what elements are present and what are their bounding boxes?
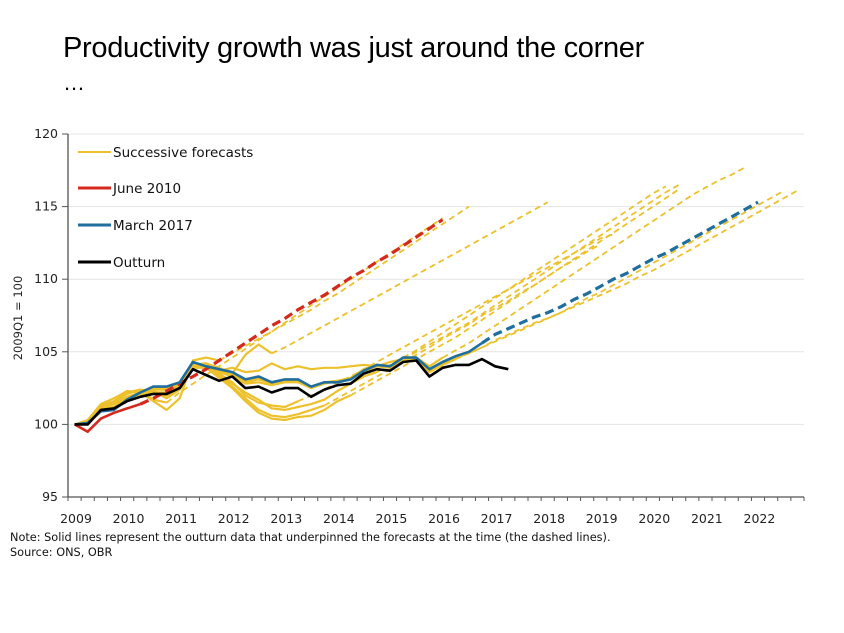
x-tick-label: 2013 (270, 511, 302, 526)
successive-forecast-dashed-line (455, 189, 785, 360)
y-tick-label: 120 (34, 126, 58, 141)
axes: 95 100 105 110 115 120 2009 2010 2011 2012 2013 201… (34, 126, 805, 526)
note-text: Note: Solid lines represent the outturn … (10, 531, 611, 544)
gridlines (68, 133, 804, 425)
y-tick-label: 115 (34, 199, 58, 214)
x-tick-label: 2022 (744, 511, 776, 526)
successive-forecast-dashed-line (442, 166, 746, 359)
source-text: Source: ONS, OBR (10, 546, 113, 559)
y-axis-label: 2009Q1 = 100 (11, 276, 25, 361)
x-tick-label: 2009 (60, 511, 92, 526)
x-tick-label: 2016 (428, 511, 460, 526)
page-title: Productivity growth was just around the … (63, 32, 644, 64)
successive-forecast-dashed-line (376, 185, 667, 373)
march2017-line (74, 342, 483, 426)
successive-forecast-dashed-line (468, 189, 798, 355)
june2010-forecast-line (139, 218, 444, 406)
successive-forecast-lines (74, 166, 798, 426)
y-tick-label: 105 (34, 344, 58, 359)
successive-forecast-dashed-line (271, 201, 549, 355)
x-tick-label: 2021 (691, 511, 723, 526)
successive-forecast-dashed-line (350, 188, 680, 397)
y-tick-label: 100 (34, 416, 58, 431)
legend-label-march2017: March 2017 (113, 218, 193, 234)
x-tick-label: 2019 (586, 511, 618, 526)
march2017-forecast-line (481, 200, 759, 345)
x-tick-label: 2017 (481, 511, 513, 526)
successive-forecast-outturn-line (74, 343, 273, 426)
successive-forecast-dashed-line (323, 243, 601, 407)
successive-forecast-dashed-line (402, 184, 680, 360)
x-tick-label: 2012 (218, 511, 250, 526)
y-tick-label: 95 (42, 489, 58, 504)
legend-label-successive: Successive forecasts (113, 145, 253, 161)
x-tick-label: 2015 (376, 511, 408, 526)
x-tick-label: 2011 (165, 511, 197, 526)
x-tick-label: 2014 (323, 511, 355, 526)
june2010-line (73, 402, 141, 433)
x-tick-label: 2018 (533, 511, 565, 526)
legend-label-june2010: June 2010 (112, 181, 181, 197)
outturn-line (74, 357, 509, 426)
x-tick-label: 2020 (638, 511, 670, 526)
x-tick-label: 2010 (113, 511, 145, 526)
highlight-lines (73, 200, 759, 433)
successive-forecast-dashed-line (218, 205, 470, 362)
y-tick-label: 110 (34, 271, 58, 286)
title-continuation: … (63, 70, 87, 95)
legend-label-outturn: Outturn (113, 255, 165, 271)
chart-notes: Note: Solid lines represent the outturn … (10, 530, 611, 560)
legend: Successive forecasts June 2010 March 2017 O… (78, 145, 253, 271)
